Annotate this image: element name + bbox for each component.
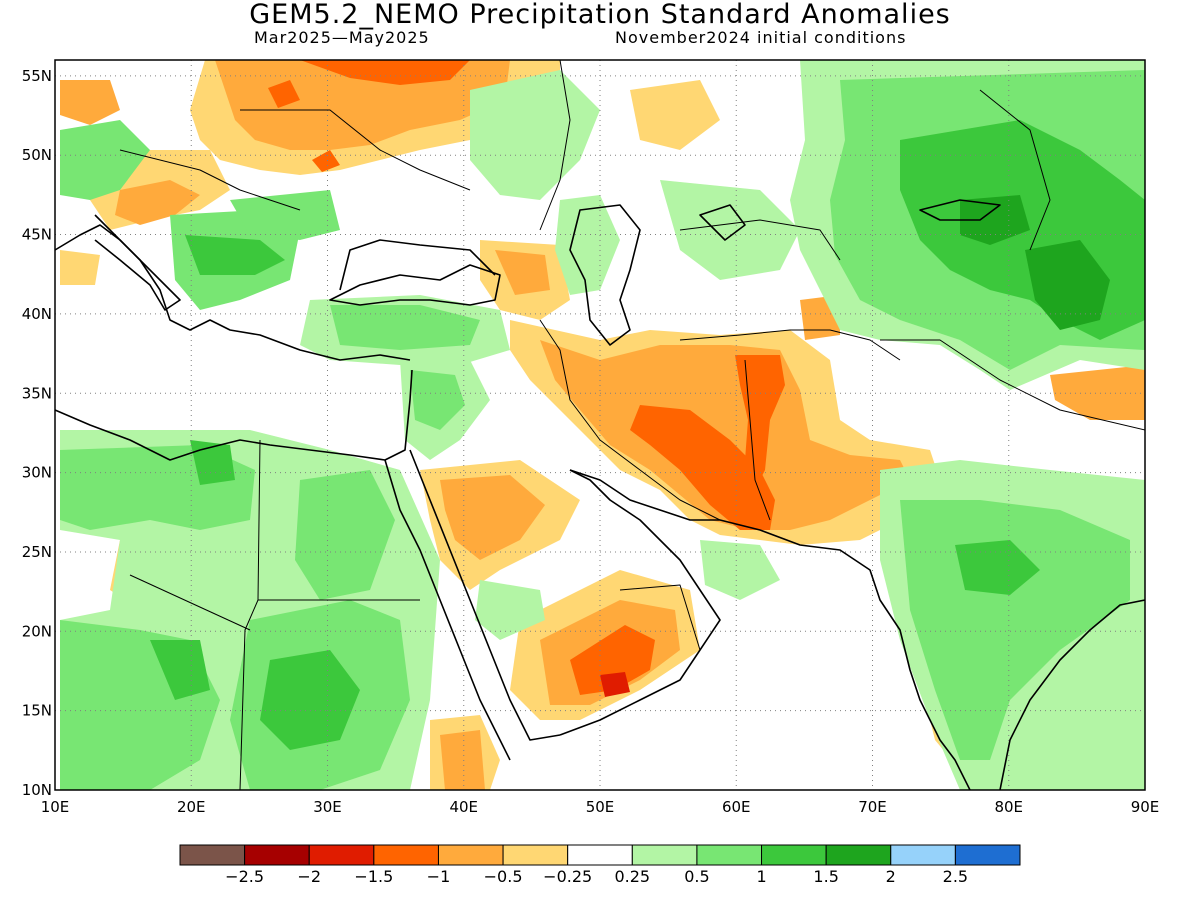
anomaly-patch xyxy=(230,190,340,240)
colorbar-swatch xyxy=(567,844,633,866)
anomaly-patch xyxy=(268,80,300,108)
longitude-tick-label: 20E xyxy=(177,798,206,816)
colorbar-label: −0.25 xyxy=(543,867,592,886)
longitude-tick-label: 10E xyxy=(41,798,70,816)
anomaly-patch xyxy=(440,730,485,790)
latitude-tick-label: 10N xyxy=(22,781,52,799)
colorbar-swatch xyxy=(761,844,827,866)
anomaly-patch xyxy=(1050,365,1145,420)
anomaly-patch xyxy=(570,625,655,695)
anomaly-patch xyxy=(295,470,395,600)
colorbar xyxy=(179,844,1021,866)
colorbar-swatch xyxy=(502,844,569,866)
colorbar-label: 1 xyxy=(756,867,766,886)
longitude-tick-label: 80E xyxy=(994,798,1023,816)
anomaly-patch xyxy=(330,305,480,350)
map-frame xyxy=(54,59,1146,791)
colorbar-swatch xyxy=(244,844,310,866)
anomaly-patch xyxy=(150,640,210,700)
latitude-tick-label: 50N xyxy=(22,146,52,164)
anomaly-patch xyxy=(60,120,150,200)
anomaly-patch xyxy=(190,440,235,485)
colorbar-swatch xyxy=(825,844,892,866)
anomaly-patch xyxy=(115,180,200,225)
longitude-tick-label: 90E xyxy=(1131,798,1160,816)
anomaly-patch xyxy=(185,235,285,275)
initial-conditions: November2024 initial conditions xyxy=(615,28,907,47)
anomaly-patch xyxy=(630,80,720,150)
anomaly-patch xyxy=(660,180,800,280)
anomaly-patch xyxy=(60,250,100,285)
colorbar-label: −1.5 xyxy=(354,867,393,886)
anomaly-patch xyxy=(555,195,620,295)
anomaly-patch xyxy=(475,580,545,640)
anomaly-patch xyxy=(900,500,1130,760)
anomaly-patch xyxy=(60,80,120,125)
colorbar-label: 0.5 xyxy=(684,867,709,886)
colorbar-label: 0.25 xyxy=(614,867,650,886)
colorbar-label: −2 xyxy=(297,867,321,886)
anomaly-patch xyxy=(700,540,780,600)
anomaly-field xyxy=(60,60,1145,790)
latitude-tick-label: 25N xyxy=(22,543,52,561)
coastlines xyxy=(55,60,1145,790)
anomaly-patch xyxy=(312,150,340,172)
colorbar-label: 2.5 xyxy=(943,867,968,886)
anomaly-patch xyxy=(300,60,470,85)
anomaly-patch xyxy=(955,540,1040,595)
anomaly-patch xyxy=(440,475,545,560)
colorbar-label: 2 xyxy=(886,867,896,886)
colorbar-swatch xyxy=(696,844,763,866)
latitude-tick-label: 40N xyxy=(22,305,52,323)
colorbar-swatch xyxy=(179,844,246,866)
colorbar-label: −1 xyxy=(427,867,451,886)
latitude-tick-label: 35N xyxy=(22,384,52,402)
anomaly-patch xyxy=(410,370,465,430)
colorbar-labels: −2.5 −2 −1.5 −1 −0.5 −0.25 0.25 0.5 1 1.5 2 2.5 xyxy=(225,867,968,886)
latitude-tick-label: 30N xyxy=(22,464,52,482)
colorbar-label: −2.5 xyxy=(225,867,264,886)
colorbar-swatch xyxy=(437,844,504,866)
anomaly-patch xyxy=(630,405,775,530)
longitude-tick-label: 70E xyxy=(858,798,887,816)
anomaly-patch xyxy=(960,195,1030,245)
colorbar-swatch xyxy=(890,844,956,866)
colorbar-swatch xyxy=(308,844,375,866)
anomaly-patch xyxy=(1025,240,1110,330)
page-title: GEM5.2_NEMO Precipitation Standard Anoma… xyxy=(249,0,951,30)
colorbar-swatch xyxy=(954,844,1021,866)
anomaly-patch xyxy=(600,672,630,697)
anomaly-patch xyxy=(260,650,360,750)
colorbar-swatch xyxy=(373,844,439,866)
latitude-tick-label: 15N xyxy=(22,702,52,720)
longitude-tick-label: 40E xyxy=(449,798,478,816)
latitude-tick-label: 20N xyxy=(22,622,52,640)
anomaly-patch xyxy=(540,340,910,530)
anomaly-patch xyxy=(495,250,550,295)
colorbar-swatch xyxy=(631,844,698,866)
longitude-tick-label: 50E xyxy=(586,798,615,816)
latitude-labels: 10N 15N 20N 25N 30N 35N 40N 45N 50N 55N xyxy=(22,67,52,799)
latitude-tick-label: 55N xyxy=(22,67,52,85)
longitude-labels: 10E 20E 30E 40E 50E 60E 70E 80E 90E xyxy=(41,798,1160,816)
longitude-tick-label: 60E xyxy=(722,798,751,816)
latitude-tick-label: 45N xyxy=(22,226,52,244)
longitude-tick-label: 30E xyxy=(313,798,342,816)
colorbar-label: 1.5 xyxy=(813,867,838,886)
colorbar-label: −0.5 xyxy=(484,867,523,886)
forecast-period: Mar2025—May2025 xyxy=(254,28,430,47)
graticule xyxy=(55,60,1145,790)
